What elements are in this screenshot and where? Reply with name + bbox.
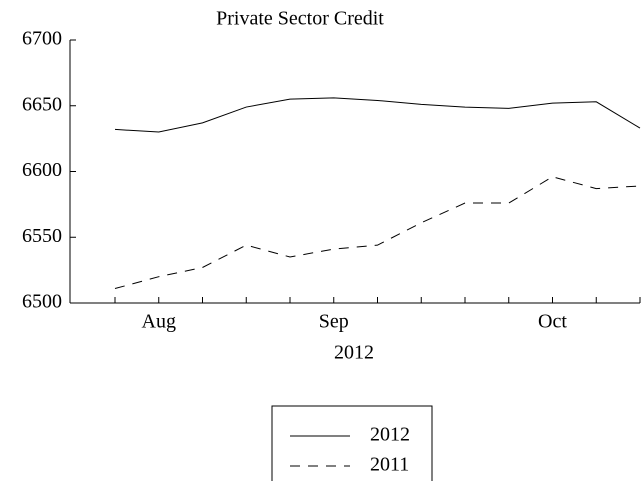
x-axis-label: 2012	[334, 342, 374, 364]
y-tick-label: 6500	[22, 291, 62, 313]
x-tick-label: Sep	[319, 311, 349, 333]
x-tick-label: Aug	[142, 311, 176, 333]
legend-label: 2011	[370, 454, 409, 476]
series-line	[114, 176, 641, 290]
y-tick-label: 6550	[22, 225, 62, 247]
legend-box	[271, 405, 433, 481]
chart-title: Private Sector Credit	[216, 8, 384, 30]
legend-label: 2012	[370, 424, 410, 446]
x-tick-label: Oct	[538, 311, 567, 333]
series-line	[114, 97, 641, 133]
y-tick-label: 6650	[22, 93, 62, 115]
y-tick-label: 6700	[22, 28, 62, 50]
y-tick-label: 6600	[22, 159, 62, 181]
